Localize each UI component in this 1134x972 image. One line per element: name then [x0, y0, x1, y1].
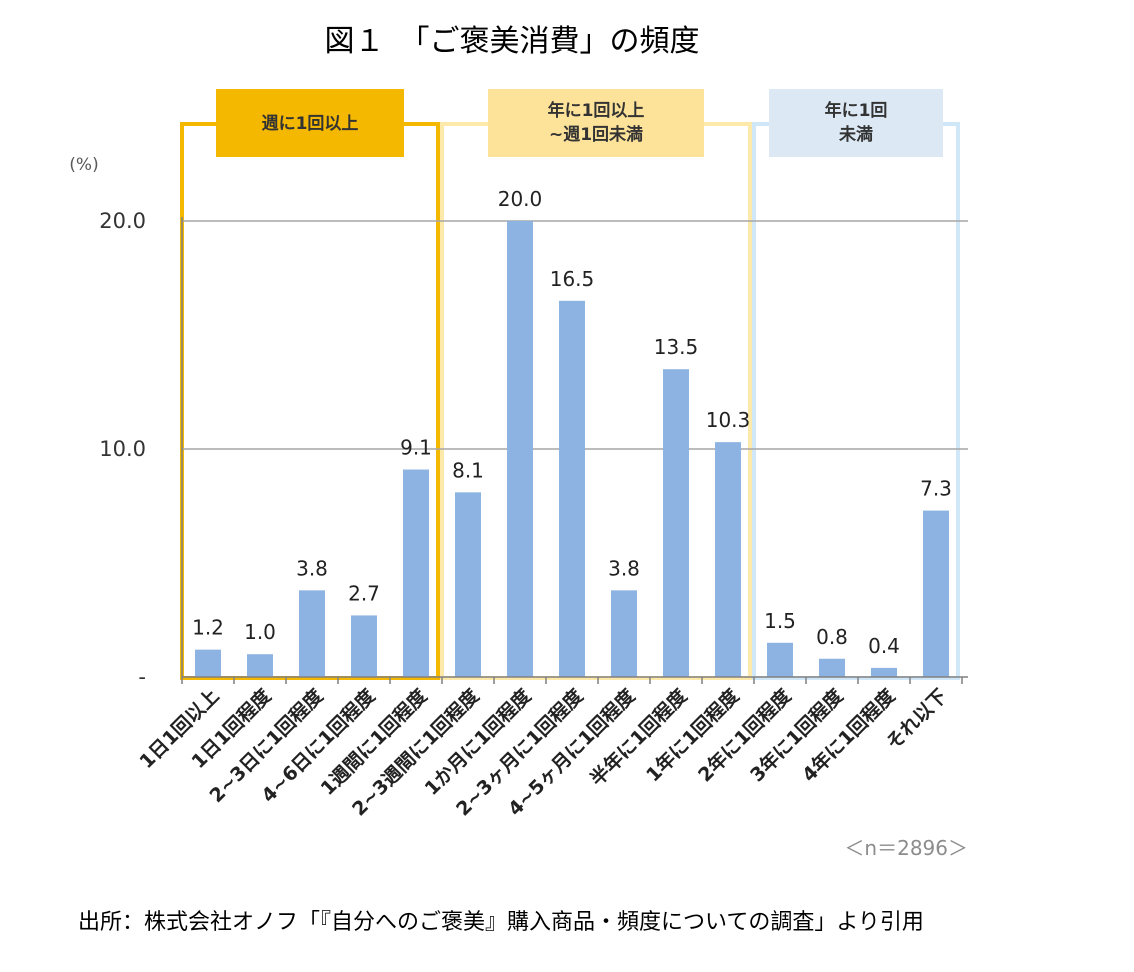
bar [299, 590, 325, 677]
category-labels: 1日1回以上1日1回程度2~3日に1回程度4~6日に1回程度1週間に1回程度2~… [136, 684, 952, 821]
group-header-label: 年に1回 [825, 100, 888, 121]
value-label: 3.8 [608, 556, 640, 580]
figure-title: 図１ 「ご褒美消費」の頻度 [325, 24, 700, 59]
value-label: 10.3 [706, 408, 751, 432]
value-label: 1.5 [764, 609, 796, 633]
y-tick-label: 20.0 [99, 209, 146, 233]
y-tick-label: 10.0 [99, 437, 146, 461]
y-tick-label: - [138, 665, 146, 689]
value-label: 0.4 [868, 634, 900, 658]
group-header-label: ~週1回未満 [549, 124, 643, 145]
value-label: 7.3 [920, 477, 952, 501]
y-axis-unit: (%) [69, 155, 98, 175]
value-label: 1.0 [244, 620, 276, 644]
group-header-label: 年に1回以上 [548, 100, 645, 121]
bar [247, 654, 273, 677]
bar [923, 510, 949, 677]
value-label: 2.7 [348, 581, 380, 605]
bar [455, 492, 481, 677]
bar [507, 221, 533, 677]
group-header-label: 未満 [838, 124, 873, 145]
value-label: 20.0 [498, 187, 543, 211]
value-labels: 1.2 1.0 3.8 2.7 9.1 8.1 20.0 16.5 3.8 13.5 10.3 1.5… [192, 187, 952, 658]
bar [715, 442, 741, 677]
bar [611, 590, 637, 677]
value-label: 3.8 [296, 556, 328, 580]
bars [195, 221, 949, 677]
group-header-box [216, 89, 404, 157]
value-label: 13.5 [654, 335, 699, 359]
bar [403, 469, 429, 677]
bar [767, 642, 793, 677]
value-label: 9.1 [400, 436, 432, 460]
axes: - 10.0 20.0 [99, 209, 968, 689]
bar [195, 649, 221, 677]
group-header-box [769, 89, 943, 157]
value-label: 8.1 [452, 458, 484, 482]
value-label: 16.5 [550, 267, 595, 291]
value-label: 0.8 [816, 625, 848, 649]
bar [871, 667, 897, 677]
group-header-label: 週に1回以上 [262, 114, 359, 134]
bar [559, 300, 585, 677]
bar [819, 658, 845, 677]
value-label: 1.2 [192, 616, 224, 640]
bar [351, 615, 377, 677]
bar [663, 369, 689, 677]
source-note: 出所：株式会社オノフ「『自分へのご褒美』購入商品・頻度についての調査」より引用 [78, 910, 924, 935]
group-frame [440, 122, 752, 680]
group-header-box [488, 89, 704, 157]
sample-size-note: ＜n＝2896＞ [844, 836, 968, 860]
